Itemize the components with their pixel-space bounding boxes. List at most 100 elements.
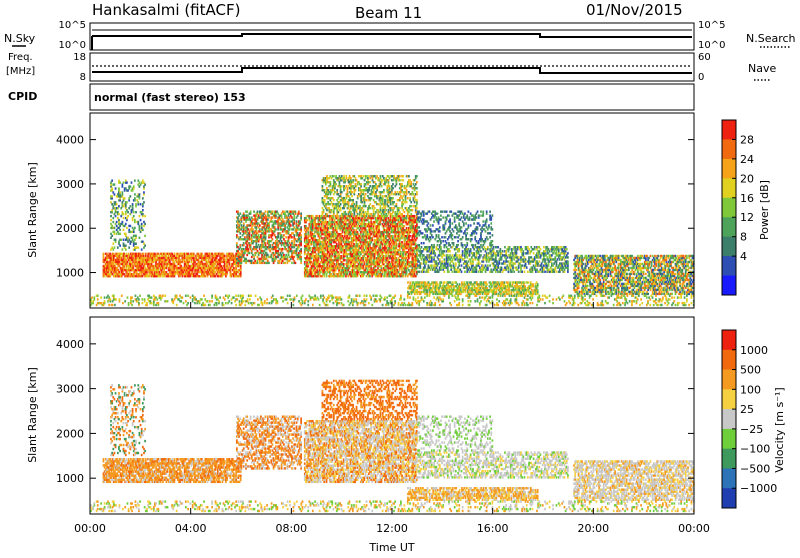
power-cell <box>141 254 144 258</box>
power-cell <box>353 270 355 274</box>
power-cell <box>321 198 324 202</box>
power-cell <box>247 247 250 251</box>
power-cell <box>191 266 194 270</box>
power-cell <box>314 258 316 262</box>
power-cell <box>288 226 291 229</box>
power-cell <box>355 250 358 254</box>
power-cell <box>115 207 118 210</box>
power-cell <box>397 224 400 228</box>
power-cell <box>370 216 373 220</box>
power-cell <box>190 252 193 256</box>
power-cell <box>388 236 391 240</box>
power-cell <box>341 268 344 272</box>
power-cell <box>364 218 367 222</box>
power-cell <box>113 207 116 210</box>
power-cell <box>327 250 330 254</box>
power-cell <box>307 270 310 274</box>
power-cell <box>256 224 259 227</box>
power-cell <box>219 268 222 272</box>
power-cell <box>129 242 132 245</box>
power-cell <box>226 256 228 260</box>
power-cell <box>285 257 288 261</box>
power-cell <box>165 270 168 274</box>
power-cell <box>136 199 139 202</box>
power-cell <box>339 202 342 206</box>
power-cell <box>248 238 251 241</box>
power-cell <box>263 212 266 215</box>
power-cell <box>412 260 415 264</box>
power-cell <box>138 236 141 239</box>
power-cell <box>413 238 416 242</box>
power-cell <box>403 268 406 272</box>
power-cell <box>239 261 242 265</box>
power-cell <box>364 242 367 246</box>
power-cell <box>405 214 408 218</box>
power-cell <box>317 254 320 258</box>
power-cell <box>394 250 397 254</box>
power-cell <box>130 256 132 260</box>
power-cell <box>264 218 267 221</box>
power-cell <box>212 274 215 278</box>
power-cell <box>196 274 199 278</box>
power-cell <box>343 185 345 188</box>
power-cell <box>205 270 208 274</box>
power-cell <box>242 214 245 217</box>
power-cell <box>151 264 154 268</box>
power-cell <box>281 220 284 223</box>
power-cell <box>337 254 339 258</box>
power-cell <box>303 236 306 240</box>
power-cell <box>410 252 413 256</box>
power-cell <box>307 230 310 234</box>
power-cell <box>350 240 353 244</box>
power-cell <box>347 206 350 210</box>
power-cell <box>152 266 155 270</box>
power-cell <box>400 264 402 268</box>
power-cell <box>340 254 343 258</box>
power-cell <box>402 256 405 260</box>
power-cell <box>299 220 301 223</box>
power-cell <box>345 244 347 248</box>
power-cell <box>144 183 146 186</box>
power-cell <box>309 262 312 266</box>
power-cell <box>219 270 222 274</box>
power-cell <box>329 214 331 218</box>
power-cell <box>244 232 246 235</box>
power-cell <box>273 234 276 237</box>
power-cell <box>154 256 156 260</box>
power-cell <box>299 249 301 253</box>
power-cell <box>345 246 347 250</box>
power-cell <box>214 256 217 260</box>
power-cell <box>303 228 306 232</box>
power-cell <box>354 256 356 260</box>
power-cell <box>379 250 382 254</box>
power-cell <box>157 272 160 276</box>
power-cell <box>108 266 111 270</box>
power-cell <box>346 218 348 222</box>
power-cell <box>369 238 371 242</box>
power-cell <box>206 268 209 272</box>
power-cell <box>372 220 375 224</box>
power-cell <box>325 260 328 264</box>
power-cell <box>139 252 141 256</box>
power-cell <box>352 198 355 202</box>
power-cell <box>133 260 136 264</box>
power-cell <box>248 218 251 221</box>
power-cell <box>124 262 127 266</box>
power-cell <box>334 236 337 240</box>
power-cell <box>382 230 385 234</box>
power-cell <box>262 255 265 259</box>
power-cell <box>281 255 284 259</box>
power-cell <box>117 262 120 266</box>
power-cell <box>143 187 145 190</box>
power-cell <box>173 270 176 274</box>
power-cell <box>329 175 332 178</box>
power-cell <box>310 242 313 246</box>
power-cell <box>202 262 204 266</box>
power-cell <box>215 258 218 262</box>
power-cell <box>277 259 280 263</box>
power-cell <box>235 261 238 265</box>
power-cell <box>115 274 117 278</box>
power-cell <box>346 194 349 198</box>
power-cell <box>416 226 418 230</box>
power-cell <box>167 254 170 258</box>
